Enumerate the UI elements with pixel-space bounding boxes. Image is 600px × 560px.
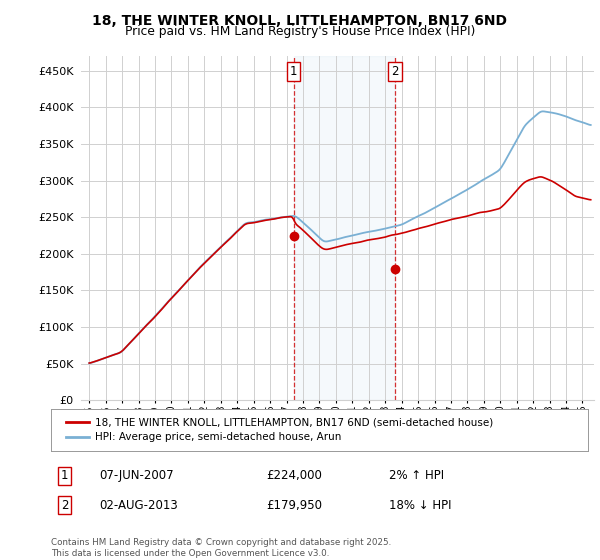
Text: £224,000: £224,000: [266, 469, 322, 482]
Text: 07-JUN-2007: 07-JUN-2007: [100, 469, 174, 482]
Text: 2: 2: [391, 65, 398, 78]
Text: 1: 1: [290, 65, 298, 78]
Text: Contains HM Land Registry data © Crown copyright and database right 2025.
This d: Contains HM Land Registry data © Crown c…: [51, 538, 391, 558]
Text: 2: 2: [61, 498, 68, 512]
Text: 2% ↑ HPI: 2% ↑ HPI: [389, 469, 445, 482]
Text: 02-AUG-2013: 02-AUG-2013: [100, 498, 178, 512]
Text: 1: 1: [61, 469, 68, 482]
Legend: 18, THE WINTER KNOLL, LITTLEHAMPTON, BN17 6ND (semi-detached house), HPI: Averag: 18, THE WINTER KNOLL, LITTLEHAMPTON, BN1…: [62, 413, 497, 446]
Text: £179,950: £179,950: [266, 498, 322, 512]
Bar: [294, 56, 395, 400]
Text: 18% ↓ HPI: 18% ↓ HPI: [389, 498, 452, 512]
Text: 18, THE WINTER KNOLL, LITTLEHAMPTON, BN17 6ND: 18, THE WINTER KNOLL, LITTLEHAMPTON, BN1…: [92, 14, 508, 28]
Text: Price paid vs. HM Land Registry's House Price Index (HPI): Price paid vs. HM Land Registry's House …: [125, 25, 475, 38]
